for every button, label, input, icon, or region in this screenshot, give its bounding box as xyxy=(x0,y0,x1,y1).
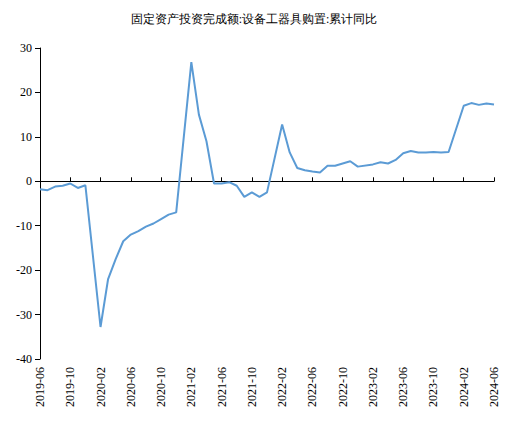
svg-text:2022-10: 2022-10 xyxy=(336,367,350,407)
svg-text:30: 30 xyxy=(20,41,32,55)
svg-text:2023-06: 2023-06 xyxy=(396,367,410,407)
svg-text:2021-06: 2021-06 xyxy=(215,367,229,407)
svg-text:2021-10: 2021-10 xyxy=(245,367,259,407)
svg-text:20: 20 xyxy=(20,85,32,99)
svg-text:2019-06: 2019-06 xyxy=(33,367,47,407)
svg-text:-30: -30 xyxy=(16,308,32,322)
svg-text:2019-10: 2019-10 xyxy=(63,367,77,407)
svg-text:2023-10: 2023-10 xyxy=(426,367,440,407)
svg-text:2024-06: 2024-06 xyxy=(487,367,501,407)
svg-text:2020-10: 2020-10 xyxy=(154,367,168,407)
svg-text:0: 0 xyxy=(26,174,32,188)
svg-text:-20: -20 xyxy=(16,263,32,277)
svg-text:2020-06: 2020-06 xyxy=(124,367,138,407)
svg-text:-40: -40 xyxy=(16,352,32,366)
svg-text:2020-02: 2020-02 xyxy=(94,367,108,407)
svg-text:2022-02: 2022-02 xyxy=(275,367,289,407)
svg-text:10: 10 xyxy=(20,130,32,144)
svg-text:固定资产投资完成额:设备工器具购置:累计同比: 固定资产投资完成额:设备工器具购置:累计同比 xyxy=(131,12,378,26)
svg-text:2023-02: 2023-02 xyxy=(366,367,380,407)
svg-text:2024-02: 2024-02 xyxy=(457,367,471,407)
svg-text:2022-06: 2022-06 xyxy=(305,367,319,407)
svg-text:-10: -10 xyxy=(16,219,32,233)
svg-text:2021-02: 2021-02 xyxy=(184,367,198,407)
